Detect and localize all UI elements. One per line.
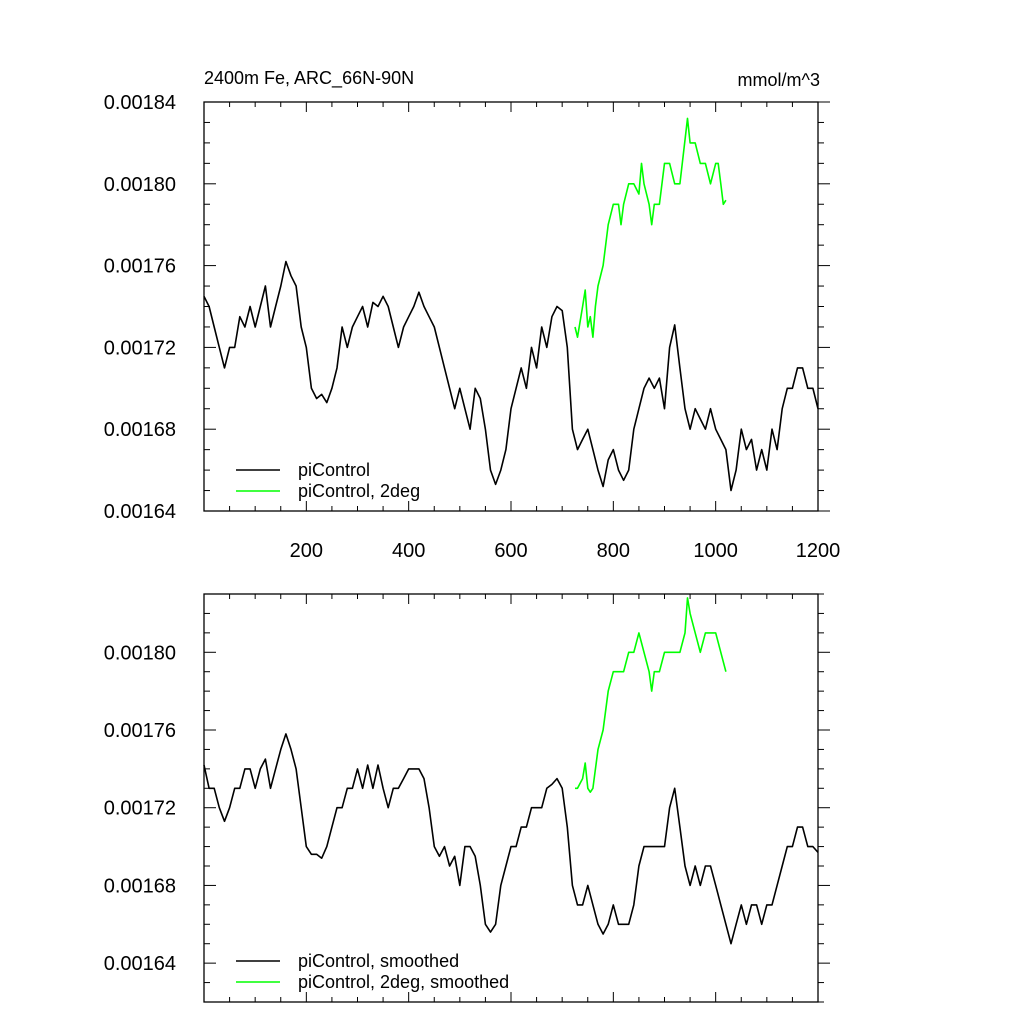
plot-frame bbox=[203, 593, 819, 1003]
panel-top: 2400m Fe, ARC_66N-90N mmol/m^3 200 400 600… bbox=[104, 68, 841, 562]
series-lines bbox=[203, 117, 819, 492]
y-tick-label: 0.00172 bbox=[104, 798, 176, 820]
y-tick-label: 0.00168 bbox=[104, 875, 176, 897]
series-line-picontrol-2deg-smoothed bbox=[575, 597, 727, 793]
y-tick-label: 0.00176 bbox=[104, 720, 176, 742]
legend-label-picontrol-smoothed: piControl, smoothed bbox=[298, 951, 459, 971]
axis-ticks bbox=[203, 101, 830, 512]
y-tick-label: 0.00172 bbox=[104, 337, 176, 359]
units-label: mmol/m^3 bbox=[738, 70, 820, 90]
x-tick-label: 400 bbox=[392, 540, 425, 562]
tick-labels: 0.00164 0.00168 0.00172 0.00176 0.00180 bbox=[104, 642, 176, 975]
legend: piControl, smoothed piControl, 2deg, smo… bbox=[236, 951, 509, 992]
legend-label-picontrol-2deg: piControl, 2deg bbox=[298, 481, 420, 501]
legend-label-picontrol-2deg-smoothed: piControl, 2deg, smoothed bbox=[298, 972, 509, 992]
y-tick-label: 0.00164 bbox=[104, 501, 176, 523]
y-tick-label: 0.00184 bbox=[104, 92, 176, 114]
panel-bottom: 0.00164 0.00168 0.00172 0.00176 0.00180 piCo… bbox=[104, 593, 830, 1003]
x-tick-label: 1000 bbox=[693, 540, 738, 562]
legend: piControl piControl, 2deg bbox=[236, 460, 420, 501]
tick-labels: 200 400 600 800 1000 1200 0.00164 0.00168 0.0017… bbox=[104, 92, 841, 562]
series-lines bbox=[203, 597, 819, 945]
legend-label-picontrol: piControl bbox=[298, 460, 370, 480]
plot-frame bbox=[203, 101, 819, 512]
y-tick-label: 0.00164 bbox=[104, 953, 176, 975]
y-tick-label: 0.00180 bbox=[104, 174, 176, 196]
series-line-picontrol bbox=[203, 260, 819, 492]
y-tick-label: 0.00180 bbox=[104, 642, 176, 664]
series-line-picontrol-smoothed bbox=[203, 733, 819, 945]
x-tick-label: 800 bbox=[597, 540, 630, 562]
chart-title: 2400m Fe, ARC_66N-90N bbox=[204, 68, 414, 89]
series-line-picontrol-2deg bbox=[574, 117, 727, 338]
x-tick-label: 1200 bbox=[796, 540, 841, 562]
x-tick-label: 200 bbox=[290, 540, 323, 562]
y-tick-label: 0.00176 bbox=[104, 256, 176, 278]
y-tick-label: 0.00168 bbox=[104, 419, 176, 441]
x-tick-label: 600 bbox=[494, 540, 527, 562]
